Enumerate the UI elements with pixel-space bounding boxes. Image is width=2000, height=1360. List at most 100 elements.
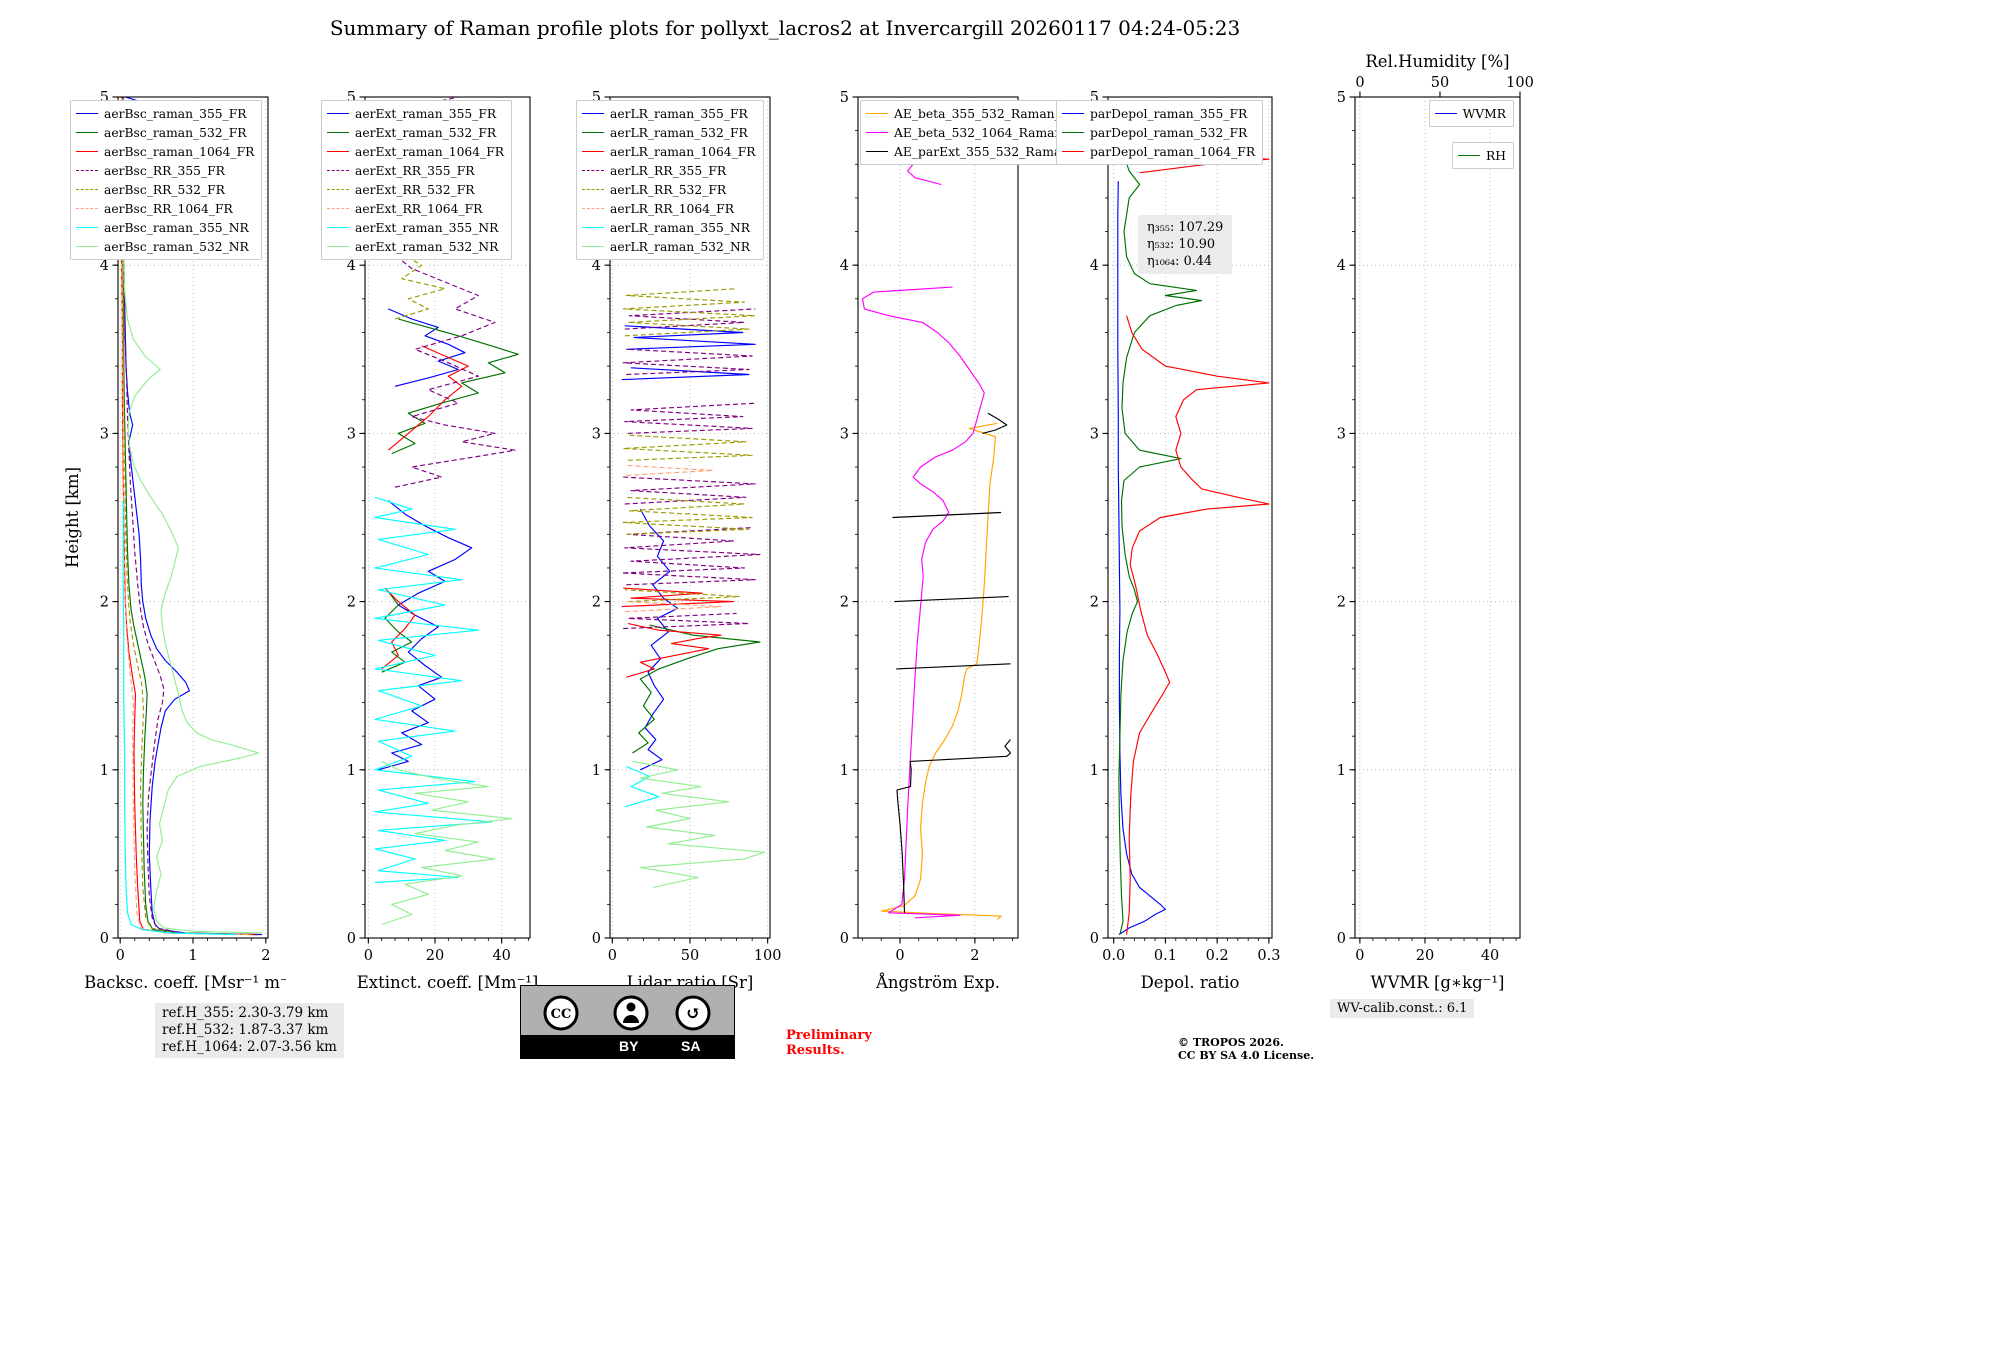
svg-text:1: 1 (188, 948, 197, 964)
svg-text:4: 4 (347, 258, 356, 274)
share-alike-icon: ↺ (675, 995, 711, 1031)
series-aerLR_raman_1064_FR (621, 587, 735, 678)
svg-text:0.2: 0.2 (1206, 948, 1229, 964)
copyright-line-2: CC BY SA 4.0 License. (1178, 1049, 1315, 1062)
svg-text:1: 1 (100, 763, 109, 779)
svg-text:5: 5 (1337, 90, 1346, 106)
svg-text:WVMR [g∗kg⁻¹]: WVMR [g∗kg⁻¹] (1371, 973, 1505, 992)
svg-text:Height [km]: Height [km] (63, 467, 82, 568)
series-parDepol_raman_355_FR (1117, 181, 1166, 936)
svg-text:3: 3 (592, 426, 601, 442)
legend-line-swatch (327, 170, 349, 171)
series-aerBsc_raman_532_FR (121, 97, 259, 936)
legend-label: AE_parExt_355_532_Raman_FR (894, 144, 1094, 159)
legend-label: aerLR_RR_1064_FR (610, 201, 734, 216)
series-aerExt_raman_532_NR (381, 760, 513, 926)
legend: WVMR (1428, 100, 1514, 127)
svg-text:CC: CC (551, 1007, 572, 1022)
svg-text:2: 2 (1090, 595, 1099, 611)
cc-badge-bar: BY SA (521, 1035, 734, 1058)
svg-text:100: 100 (754, 948, 782, 964)
legend-item: aerLR_RR_355_FR (582, 161, 756, 180)
angstrom-exponent-panel: 0 2 0 1 2 3 4 5 Ångström Exp. AE_beta_355_532_Ram… (798, 40, 1102, 1015)
legend-item: aerExt_raman_355_FR (327, 104, 504, 123)
legend-item: aerExt_raman_532_NR (327, 237, 504, 256)
legend-label: aerExt_raman_355_NR (355, 220, 499, 235)
legend-label: aerLR_RR_355_FR (610, 163, 727, 178)
legend-item: aerBsc_RR_355_FR (76, 161, 254, 180)
legend-label: aerBsc_raman_532_FR (104, 125, 247, 140)
legend-line-swatch (582, 227, 604, 228)
legend-item: parDepol_raman_1064_FR (1062, 142, 1255, 161)
svg-text:1: 1 (1090, 763, 1099, 779)
svg-text:5: 5 (347, 90, 356, 106)
ref-height-1064: ref.H_1064: 2.07-3.56 km (162, 1039, 337, 1055)
legend-label: aerExt_RR_532_FR (355, 182, 475, 197)
legend-item: aerExt_raman_532_FR (327, 123, 504, 142)
legend-line-swatch (327, 189, 349, 190)
svg-text:0: 0 (100, 931, 109, 947)
svg-text:0: 0 (840, 931, 849, 947)
backscatter-panel-svg: 0 1 2 0 1 2 3 4 5 Backsc. coeff. [Msr⁻¹ m⁻¹] Heigh… (63, 90, 286, 992)
svg-text:40: 40 (492, 948, 510, 964)
svg-text:Rel.Humidity [%]: Rel.Humidity [%] (1365, 52, 1509, 71)
legend-label: aerBsc_raman_355_NR (104, 220, 249, 235)
legend-label: aerExt_raman_355_FR (355, 106, 497, 121)
legend-line-swatch (327, 132, 349, 133)
svg-text:4: 4 (592, 258, 601, 274)
svg-text:100: 100 (1506, 75, 1534, 91)
svg-text:0: 0 (364, 948, 373, 964)
svg-text:20: 20 (426, 948, 444, 964)
legend-line-swatch (582, 151, 604, 152)
preliminary-line-1: Preliminary (786, 1028, 872, 1043)
depolarization-panel-svg: 0.0 0.1 0.2 0.3 0 1 2 3 4 5 Depol. ratio (1090, 90, 1281, 992)
svg-text:1: 1 (1337, 763, 1346, 779)
legend-line-swatch (582, 170, 604, 171)
series-aerBsc_RR_355_FR (122, 97, 259, 936)
legend-item: aerLR_raman_355_FR (582, 104, 756, 123)
legend-label: aerExt_raman_532_FR (355, 125, 497, 140)
legend-line-swatch (76, 246, 98, 247)
legend-item: aerLR_raman_532_NR (582, 237, 756, 256)
series-aerExt_raman_355_FR (378, 308, 473, 771)
legend-item: aerExt_raman_1064_FR (327, 142, 504, 161)
copyright-line-1: © TROPOS 2026. (1178, 1036, 1284, 1049)
svg-text:0.0: 0.0 (1102, 948, 1125, 964)
annotation-line: η₅₃₂: 10.90 (1147, 237, 1216, 252)
angstrom-exponent-panel-svg: 0 2 0 1 2 3 4 5 Ångström Exp. (840, 90, 1019, 992)
legend-item: aerLR_raman_355_NR (582, 218, 756, 237)
svg-text:2: 2 (347, 595, 356, 611)
legend-line-swatch (327, 151, 349, 152)
legend-label: aerExt_raman_532_NR (355, 239, 499, 254)
legend-line-swatch (866, 151, 888, 152)
legend-line-swatch (582, 189, 604, 190)
legend-item: aerLR_raman_1064_FR (582, 142, 756, 161)
ref-height-355: ref.H_355: 2.30-3.79 km (162, 1005, 329, 1021)
legend-item: aerBsc_raman_355_NR (76, 218, 254, 237)
svg-text:4: 4 (100, 258, 109, 274)
svg-text:1: 1 (840, 763, 849, 779)
legend-item: aerBsc_RR_532_FR (76, 180, 254, 199)
legend-label: aerExt_RR_355_FR (355, 163, 475, 178)
series-aerLR_RR_532_FR (622, 288, 756, 603)
svg-text:2: 2 (592, 595, 601, 611)
series-aerBsc_RR_532_FR (121, 97, 252, 936)
legend-label: AE_beta_355_532_Raman_FR (894, 106, 1079, 121)
svg-text:0: 0 (1337, 931, 1346, 947)
legend-line-swatch (582, 208, 604, 209)
legend-line-swatch (327, 246, 349, 247)
svg-text:5: 5 (840, 90, 849, 106)
svg-text:Depol. ratio: Depol. ratio (1141, 973, 1240, 992)
series-AE_beta_532_1064_Raman_FR (861, 158, 985, 919)
legend-line-swatch (76, 151, 98, 152)
legend-line-swatch (1458, 155, 1481, 156)
legend-line-swatch (327, 113, 349, 114)
cc-by-label: BY (619, 1038, 639, 1054)
svg-text:Ångström Exp.: Ångström Exp. (875, 972, 1000, 992)
reference-heights-box: ref.H_355: 2.30-3.79 km ref.H_532: 1.87-… (155, 1003, 344, 1058)
svg-text:3: 3 (1337, 426, 1346, 442)
legend-line-swatch (866, 113, 888, 114)
legend-line-swatch (582, 113, 604, 114)
legend-item: aerBsc_raman_355_FR (76, 104, 254, 123)
